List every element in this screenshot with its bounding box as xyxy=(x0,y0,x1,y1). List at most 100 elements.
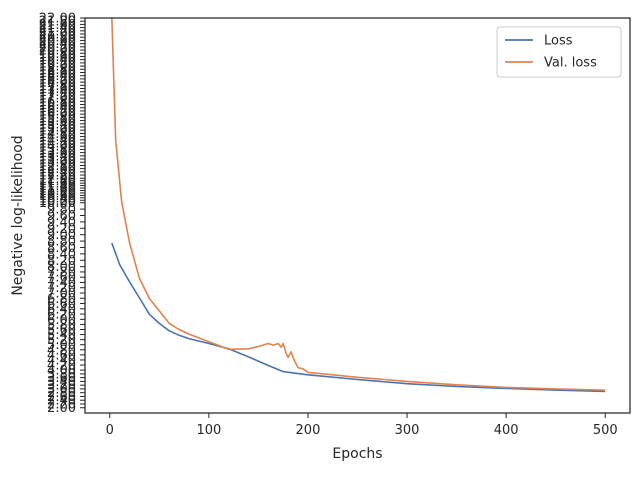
legend-label-val-loss: Val. loss xyxy=(544,56,597,71)
y-tick-label: 11.00 xyxy=(39,184,76,199)
y-tick-label: 6.80 xyxy=(47,292,76,307)
y-tick-label: 19.40 xyxy=(39,53,76,68)
y-tick-label: 14.00 xyxy=(39,140,76,155)
y-tick-label: 4.60 xyxy=(47,348,76,363)
y-tick-label: 5.60 xyxy=(47,323,76,338)
y-tick-label: 5.20 xyxy=(47,333,76,348)
y-tick-label: 15.60 xyxy=(39,114,76,129)
y-tick-label: 13.80 xyxy=(39,143,76,158)
y-tick-label: 10.40 xyxy=(39,191,76,206)
y-tick-label: 14.60 xyxy=(39,130,76,145)
y-tick-label: 19.60 xyxy=(39,50,76,65)
y-tick-label: 15.80 xyxy=(39,111,76,126)
y-tick-label: 20.00 xyxy=(39,44,76,59)
x-tick-label: 400 xyxy=(494,423,519,438)
y-tick-label: 18.00 xyxy=(39,76,76,91)
y-tick-label: 20.40 xyxy=(39,37,76,52)
y-tick-label: 20.20 xyxy=(39,40,76,55)
y-tick-label: 17.00 xyxy=(39,92,76,107)
y-tick-label: 16.00 xyxy=(39,108,76,123)
y-tick-label: 21.60 xyxy=(39,18,76,33)
plot-frame xyxy=(84,17,631,414)
y-tick-label: 11.60 xyxy=(39,177,76,192)
y-tick-label: 3.40 xyxy=(47,375,76,390)
y-tick-label: 16.40 xyxy=(39,101,76,116)
y-tick-label: 8.40 xyxy=(47,247,76,262)
y-tick-label: 3.20 xyxy=(47,379,76,394)
y-tick-label: 6.60 xyxy=(47,297,76,312)
y-tick-label: 11.80 xyxy=(39,174,76,189)
y-tick-label: 12.20 xyxy=(39,169,76,184)
y-tick-label: 13.60 xyxy=(39,146,76,161)
y-tick-label: 9.60 xyxy=(47,209,76,224)
y-tick-label: 9.40 xyxy=(47,215,76,230)
y-tick-label: 11.20 xyxy=(39,182,76,197)
y-tick-label: 7.80 xyxy=(47,265,76,280)
y-tick-label: 7.40 xyxy=(47,276,76,291)
x-tick-label: 0 xyxy=(106,423,114,438)
x-axis-label: Epochs xyxy=(332,446,382,462)
y-tick-label: 15.40 xyxy=(39,117,76,132)
series-line-val-loss xyxy=(111,17,606,391)
y-tick-label: 17.80 xyxy=(39,79,76,94)
y-tick-label: 6.00 xyxy=(47,313,76,328)
y-tick-label: 21.40 xyxy=(39,21,76,36)
y-tick-label: 18.80 xyxy=(39,63,76,78)
y-tick-label: 2.80 xyxy=(47,386,76,401)
y-tick-label: 17.20 xyxy=(39,88,76,103)
y-tick-label: 2.60 xyxy=(47,390,76,405)
y-tick-label: 7.20 xyxy=(47,281,76,296)
series-line-loss xyxy=(111,242,606,393)
y-tick-label: 13.40 xyxy=(39,149,76,164)
y-tick-label: 10.20 xyxy=(39,194,76,209)
y-tick-label: 22.00 xyxy=(39,12,76,27)
legend-label-loss: Loss xyxy=(544,34,573,49)
y-tick-label: 6.20 xyxy=(47,308,76,323)
y-tick-label: 10.80 xyxy=(39,186,76,201)
y-tick-label: 18.40 xyxy=(39,69,76,84)
x-tick-label: 300 xyxy=(395,423,420,438)
y-tick-label: 4.40 xyxy=(47,353,76,368)
x-tick-label: 100 xyxy=(196,423,221,438)
y-tick-label: 14.80 xyxy=(39,127,76,142)
y-tick-label: 18.60 xyxy=(39,66,76,81)
y-tick-label: 19.80 xyxy=(39,47,76,62)
y-tick-label: 17.40 xyxy=(39,85,76,100)
y-tick-label: 3.60 xyxy=(47,371,76,386)
y-tick-label: 5.80 xyxy=(47,318,76,333)
y-tick-label: 10.00 xyxy=(39,196,76,211)
y-tick-label: 6.40 xyxy=(47,302,76,317)
y-tick-label: 21.00 xyxy=(39,28,76,43)
y-tick-label: 3.80 xyxy=(47,367,76,382)
y-tick-label: 19.00 xyxy=(39,60,76,75)
y-tick-label: 16.60 xyxy=(39,98,76,113)
y-tick-label: 12.80 xyxy=(39,159,76,174)
y-tick-label: 13.00 xyxy=(39,156,76,171)
y-tick-label: 17.60 xyxy=(39,82,76,97)
y-tick-label: 19.20 xyxy=(39,56,76,71)
y-tick-label: 12.00 xyxy=(39,172,76,187)
y-tick-label: 13.20 xyxy=(39,153,76,168)
y-tick-label: 9.00 xyxy=(47,228,76,243)
y-tick-label: 9.80 xyxy=(47,203,76,218)
y-tick-label: 18.20 xyxy=(39,72,76,87)
y-tick-label: 7.60 xyxy=(47,271,76,286)
y-tick-label: 16.80 xyxy=(39,95,76,110)
y-tick-label: 4.80 xyxy=(47,343,76,358)
x-tick-label: 500 xyxy=(593,423,618,438)
y-tick-label: 7.00 xyxy=(47,286,76,301)
x-tick-label: 200 xyxy=(296,423,321,438)
y-tick-label: 4.00 xyxy=(47,364,76,379)
y-tick-label: 4.20 xyxy=(47,359,76,374)
y-tick-label: 8.80 xyxy=(47,235,76,250)
y-tick-label: 8.60 xyxy=(47,241,76,256)
y-tick-label: 12.60 xyxy=(39,162,76,177)
y-tick-label: 14.40 xyxy=(39,133,76,148)
y-tick-label: 12.40 xyxy=(39,165,76,180)
y-tick-label: 5.00 xyxy=(47,338,76,353)
legend: Loss Val. loss xyxy=(496,26,622,78)
y-tick-label: 8.00 xyxy=(47,260,76,275)
y-axis-label: Negative log-likelihood xyxy=(10,135,26,295)
